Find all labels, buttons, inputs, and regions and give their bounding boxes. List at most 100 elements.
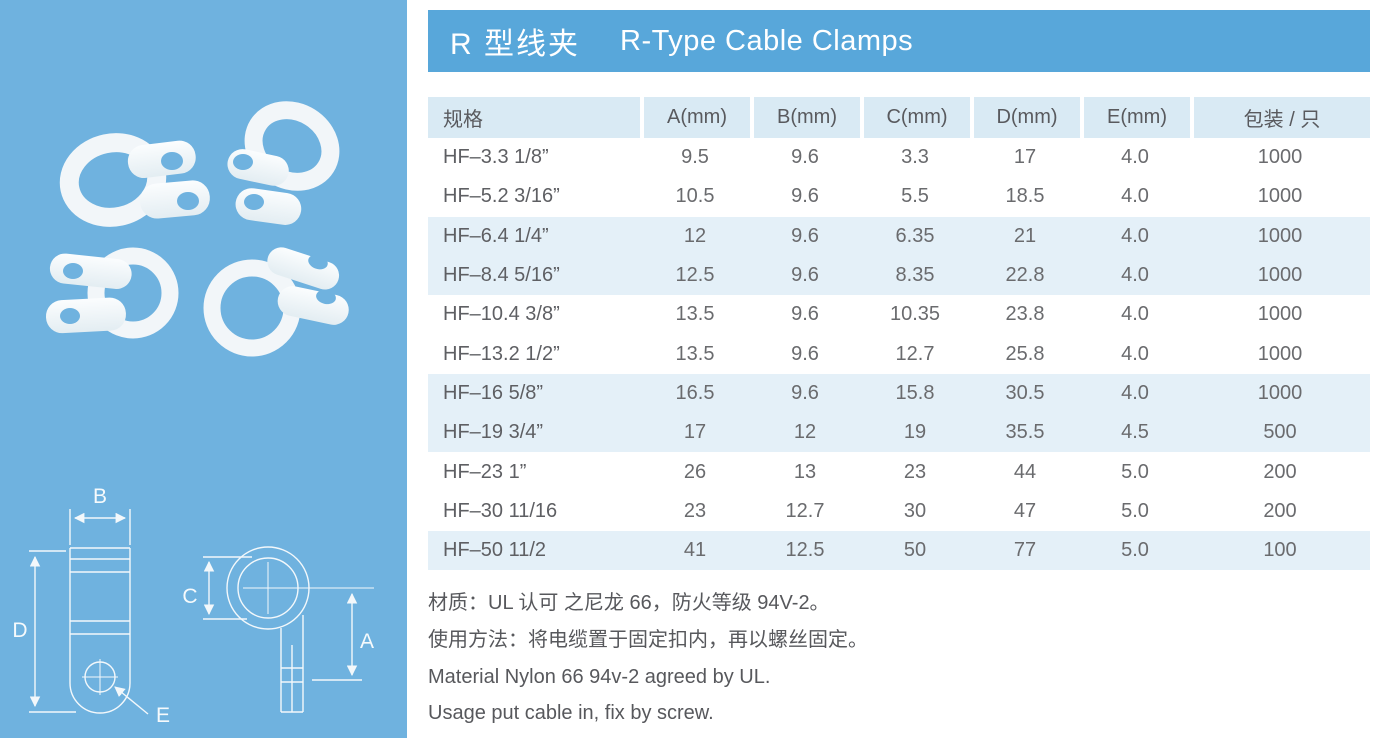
value-cell: 12 xyxy=(640,216,750,256)
clamp-photo-bottom-left xyxy=(45,247,179,339)
spec-cell: HF–6.4 1/4” xyxy=(428,216,640,256)
table-row: HF–19 3/4” 17 12 19 35.5 4.5 500 xyxy=(428,413,1370,453)
column-header-packing: 包装 / 只 xyxy=(1190,97,1370,138)
value-cell: 18.5 xyxy=(1005,185,1045,208)
dimension-label-c: C xyxy=(182,585,197,608)
value-cell: 35.5 xyxy=(970,413,1080,453)
diagram-side-view xyxy=(203,546,374,713)
value-cell: 500 xyxy=(1190,413,1370,453)
value-cell: 15.8 xyxy=(860,373,970,414)
value-cell: 9.6 xyxy=(750,373,860,414)
value-cell: 13.5 xyxy=(675,342,715,365)
value-cell: 200 xyxy=(1263,499,1297,522)
column-header-c: C(mm) xyxy=(860,97,970,138)
table-row: HF–23 1” 26 13 23 44 5.0 200 xyxy=(428,452,1370,491)
dimension-diagram: B D E C A xyxy=(12,485,374,727)
value-cell: 1000 xyxy=(1190,373,1370,414)
value-cell: 9.5 xyxy=(681,146,709,169)
dimension-label-b: B xyxy=(93,485,107,508)
value-cell: 26 xyxy=(683,460,707,483)
value-cell: 50 xyxy=(860,530,970,571)
table-row: HF–10.4 3/8” 13.5 9.6 10.35 23.8 4.0 1000 xyxy=(428,295,1370,334)
value-cell: 8.35 xyxy=(860,255,970,296)
value-cell: 3.3 xyxy=(901,146,929,169)
value-cell: 22.8 xyxy=(970,255,1080,296)
value-cell: 9.6 xyxy=(750,216,860,256)
value-cell: 13 xyxy=(793,460,817,483)
clamp-photo-bottom-right xyxy=(203,247,349,357)
value-cell: 30.5 xyxy=(970,373,1080,414)
column-header-b: B(mm) xyxy=(750,97,860,138)
value-cell: 1000 xyxy=(1257,146,1303,169)
spec-cell: HF–16 5/8” xyxy=(428,373,640,414)
value-cell: 4.0 xyxy=(1121,342,1149,365)
dimension-label-d: D xyxy=(12,619,27,642)
dimension-label-a: A xyxy=(360,630,374,653)
value-cell: 9.6 xyxy=(791,146,819,169)
spec-cell: HF–8.4 5/16” xyxy=(428,255,640,296)
diagram-front-view xyxy=(29,509,149,715)
dimension-label-e: E xyxy=(156,704,170,727)
note-material-en: Material Nylon 66 94v-2 agreed by UL. xyxy=(428,665,771,688)
table-row: HF–16 5/8” 16.5 9.6 15.8 30.5 4.0 1000 xyxy=(428,373,1370,414)
column-header-a: A(mm) xyxy=(640,97,750,138)
value-cell: 5.0 xyxy=(1121,460,1149,483)
spec-cell: HF–19 3/4” xyxy=(428,413,640,453)
value-cell: 10.5 xyxy=(675,185,715,208)
spec-cell: HF–13.2 1/2” xyxy=(443,342,560,365)
table-row: HF–13.2 1/2” 13.5 9.6 12.7 25.8 4.0 1000 xyxy=(428,334,1370,373)
value-cell: 1000 xyxy=(1190,255,1370,296)
spec-table: 规格 A(mm) B(mm) C(mm) D(mm) E(mm) 包装 / 只 … xyxy=(428,97,1370,571)
value-cell: 1000 xyxy=(1190,216,1370,256)
column-header-spec: 规格 xyxy=(428,97,640,138)
value-cell: 30 xyxy=(903,499,927,522)
spec-cell: HF–30 11/16 xyxy=(443,499,558,522)
value-cell: 4.5 xyxy=(1080,413,1190,453)
value-cell: 44 xyxy=(1013,460,1037,483)
value-cell: 17 xyxy=(640,413,750,453)
value-cell: 9.6 xyxy=(791,342,819,365)
value-cell: 13.5 xyxy=(675,303,715,326)
notes: 材质：UL 认可 之尼龙 66，防火等级 94V-2。 使用方法：将电缆置于固定… xyxy=(428,585,988,732)
value-cell: 4.0 xyxy=(1080,216,1190,256)
value-cell: 47 xyxy=(1013,499,1037,522)
value-cell: 5.0 xyxy=(1080,530,1190,571)
spec-table-body: HF–3.3 1/8” 9.5 9.6 3.3 17 4.0 1000 HF–5.2 3/16… xyxy=(428,138,1370,571)
value-cell: 1000 xyxy=(1257,303,1303,326)
table-row: HF–30 11/16 23 12.7 30 47 5.0 200 xyxy=(428,492,1370,531)
value-cell: 4.0 xyxy=(1121,146,1149,169)
value-cell: 12 xyxy=(750,413,860,453)
spec-cell: HF–23 1” xyxy=(443,460,527,483)
value-cell: 23 xyxy=(683,499,707,522)
note-usage-zh: 使用方法：将电缆置于固定扣内，再以螺丝固定。 xyxy=(428,628,868,651)
spec-cell: HF–3.3 1/8” xyxy=(443,146,549,169)
column-header-d: D(mm) xyxy=(970,97,1080,138)
value-cell: 100 xyxy=(1190,530,1370,571)
table-row: HF–3.3 1/8” 9.5 9.6 3.3 17 4.0 1000 xyxy=(428,138,1370,177)
value-cell: 23.8 xyxy=(1005,303,1045,326)
value-cell: 19 xyxy=(860,413,970,453)
spec-cell: HF–10.4 3/8” xyxy=(443,303,560,326)
section-header: R 型线夹 R-Type Cable Clamps xyxy=(428,10,1370,72)
value-cell: 41 xyxy=(640,530,750,571)
value-cell: 10.35 xyxy=(889,303,941,326)
value-cell: 9.6 xyxy=(791,303,819,326)
value-cell: 4.0 xyxy=(1121,303,1149,326)
note-usage-en: Usage put cable in, fix by screw. xyxy=(428,702,714,725)
value-cell: 12.7 xyxy=(895,342,935,365)
value-cell: 25.8 xyxy=(1005,342,1045,365)
product-panel-art: B D E C A xyxy=(12,101,374,727)
value-cell: 5.5 xyxy=(901,185,929,208)
value-cell: 77 xyxy=(970,530,1080,571)
value-cell: 6.35 xyxy=(860,216,970,256)
table-row: HF–8.4 5/16” 12.5 9.6 8.35 22.8 4.0 1000 xyxy=(428,255,1370,296)
value-cell: 9.6 xyxy=(791,185,819,208)
table-row: HF–50 11/2 41 12.5 50 77 5.0 100 xyxy=(428,530,1370,571)
page-title-zh: R 型线夹 xyxy=(450,28,580,61)
value-cell: 21 xyxy=(970,216,1080,256)
value-cell: 4.0 xyxy=(1080,255,1190,296)
value-cell: 23 xyxy=(903,460,927,483)
note-material-zh: 材质：UL 认可 之尼龙 66，防火等级 94V-2。 xyxy=(428,592,830,614)
table-row: HF–5.2 3/16” 10.5 9.6 5.5 18.5 4.0 1000 xyxy=(428,177,1370,216)
value-cell: 16.5 xyxy=(640,373,750,414)
